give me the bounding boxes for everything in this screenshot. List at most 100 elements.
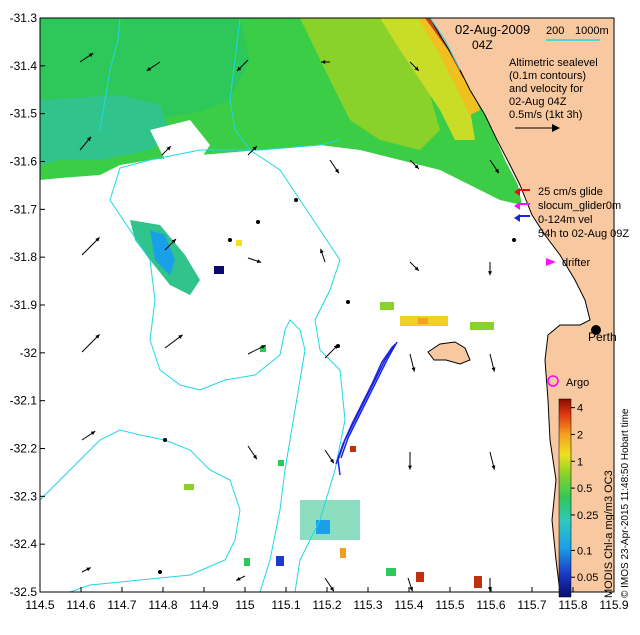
velocity-arrow: [163, 438, 167, 442]
velocity-arrow-head: [491, 367, 496, 372]
velocity-arrow: [228, 238, 232, 242]
colorbar: [558, 398, 572, 598]
glider-track: [335, 341, 398, 476]
velocity-arrow-head: [178, 334, 183, 339]
velocity-arrow-head: [329, 458, 334, 464]
colorbar-tick-label: 1: [577, 456, 583, 468]
velocity-arrow-head: [494, 168, 499, 174]
velocity-arrow-head: [171, 239, 176, 244]
velocity-scale-label: 0.5m/s (1kt 3h): [509, 109, 582, 121]
glider-legend-markers: [514, 188, 530, 222]
velocity-arrow-head: [90, 431, 96, 436]
altimetry-note-2: (0.1m contours): [509, 70, 586, 82]
y-tick-label: -32.4: [10, 537, 38, 551]
glider-legend-line2: slocum_glider0m: [538, 200, 621, 212]
x-tick-label: 114.9: [189, 598, 218, 612]
colorbar-tick-label: 4: [577, 403, 583, 415]
x-tick-label: 115.8: [558, 598, 587, 612]
altimetry-note-1: Altimetric sealevel: [509, 57, 598, 69]
x-tick-label: 115.2: [312, 598, 341, 612]
velocity-arrow-head: [146, 66, 152, 71]
velocity-arrow-head: [166, 146, 171, 151]
velocity-arrow-head: [334, 168, 339, 174]
x-tick-label: 114.6: [66, 598, 95, 612]
velocity-arrow-head: [86, 136, 91, 142]
credit-text: © IMOS 23-Apr-2015 11:48:50 Hobart time: [620, 408, 631, 598]
x-tick-label: 114.5: [25, 598, 54, 612]
velocity-arrows: [79, 52, 516, 592]
velocity-arrow-head: [95, 237, 100, 242]
perth-marker: [591, 325, 601, 335]
velocity-arrow-head: [414, 164, 419, 169]
drifter-marker: [546, 258, 556, 266]
y-tick-label: -31.8: [10, 250, 38, 264]
velocity-arrow-head: [321, 60, 326, 64]
x-tick-label: 115.6: [476, 598, 505, 612]
velocity-arrow-head: [408, 465, 412, 470]
velocity-arrow-head: [411, 367, 416, 372]
colorbar-tick-label: 2: [577, 429, 583, 441]
x-tick-label: 115: [235, 598, 254, 612]
velocity-arrow: [158, 570, 162, 574]
velocity-arrow-head: [236, 576, 241, 581]
velocity-arrow-head: [237, 66, 242, 71]
velocity-arrow: [294, 198, 298, 202]
y-tick-label: -31.7: [10, 202, 38, 216]
y-tick-label: -32.1: [10, 394, 38, 408]
velocity-arrow-head: [95, 334, 100, 339]
velocity-arrow-head: [488, 271, 492, 276]
velocity-arrow: [81, 334, 100, 353]
y-tick-label: -31.3: [10, 11, 38, 25]
time-label: 04Z: [472, 38, 493, 52]
depth-legend-200: 200: [546, 25, 564, 37]
velocity-arrow-head: [414, 266, 419, 271]
isobath-contours: [40, 18, 461, 592]
velocity-arrow-head: [319, 248, 324, 254]
x-tick-label: 115.9: [599, 598, 628, 612]
y-axis: -31.3 -31.4 -31.5 -31.6 -31.7 -31.8 -31.9 -32 -3…: [10, 11, 45, 599]
y-tick-label: -32.3: [10, 489, 38, 503]
velocity-arrow-head: [491, 465, 496, 470]
colorbar-tick-label: 0.5: [577, 483, 592, 495]
y-tick-label: -32.5: [10, 585, 38, 599]
colorbar-tick-label: 0.1: [577, 545, 592, 557]
colorbar-tick-label: 0.25: [577, 510, 598, 522]
glider-legend-line1: 25 cm/s glide: [538, 186, 603, 198]
y-tick-label: -31.5: [10, 107, 38, 121]
y-tick-label: -31.9: [10, 298, 38, 312]
velocity-scale-arrow: [515, 124, 560, 132]
velocity-arrow-head: [252, 146, 257, 151]
x-axis: 114.5 114.6 114.7 114.8 114.9 115 115.1 115.2 11…: [25, 587, 629, 612]
colorbar-ticks: 4 2 1 0.5 0.25 0.1 0.05: [571, 403, 598, 584]
rottnest-island: [427, 341, 471, 365]
x-tick-label: 115.7: [517, 598, 546, 612]
drifter-label: drifter: [562, 257, 590, 269]
y-tick-label: -31.6: [10, 155, 38, 169]
depth-legend-1000: 1000m: [575, 25, 609, 37]
argo-marker: [547, 375, 559, 387]
x-tick-label: 115.3: [353, 598, 382, 612]
x-tick-label: 114.7: [107, 598, 136, 612]
velocity-arrow: [346, 300, 350, 304]
colorbar-title: MODIS Chl-a mg/m3 OC3: [603, 470, 615, 598]
y-tick-label: -31.4: [10, 59, 38, 73]
x-tick-label: 114.8: [148, 598, 177, 612]
altimetry-note-3: and velocity for: [509, 83, 583, 95]
date-label: 02-Aug-2009: [455, 22, 530, 37]
y-tick-label: -32.2: [10, 442, 38, 456]
y-tick-label: -32: [20, 346, 38, 360]
velocity-arrow: [81, 237, 100, 256]
city-label: Perth: [588, 330, 617, 344]
x-tick-label: 115.4: [394, 598, 423, 612]
velocity-arrow-head: [261, 345, 266, 349]
velocity-arrow: [336, 344, 340, 348]
x-tick-label: 115.5: [435, 598, 464, 612]
argo-label: Argo: [566, 377, 589, 389]
velocity-arrow-head: [409, 586, 414, 592]
velocity-arrow: [512, 238, 516, 242]
x-tick-label: 115.1: [271, 598, 300, 612]
glider-legend-line3: 0-124m vel: [538, 214, 592, 226]
velocity-arrow-head: [414, 66, 419, 71]
velocity-arrow-head: [252, 454, 257, 460]
